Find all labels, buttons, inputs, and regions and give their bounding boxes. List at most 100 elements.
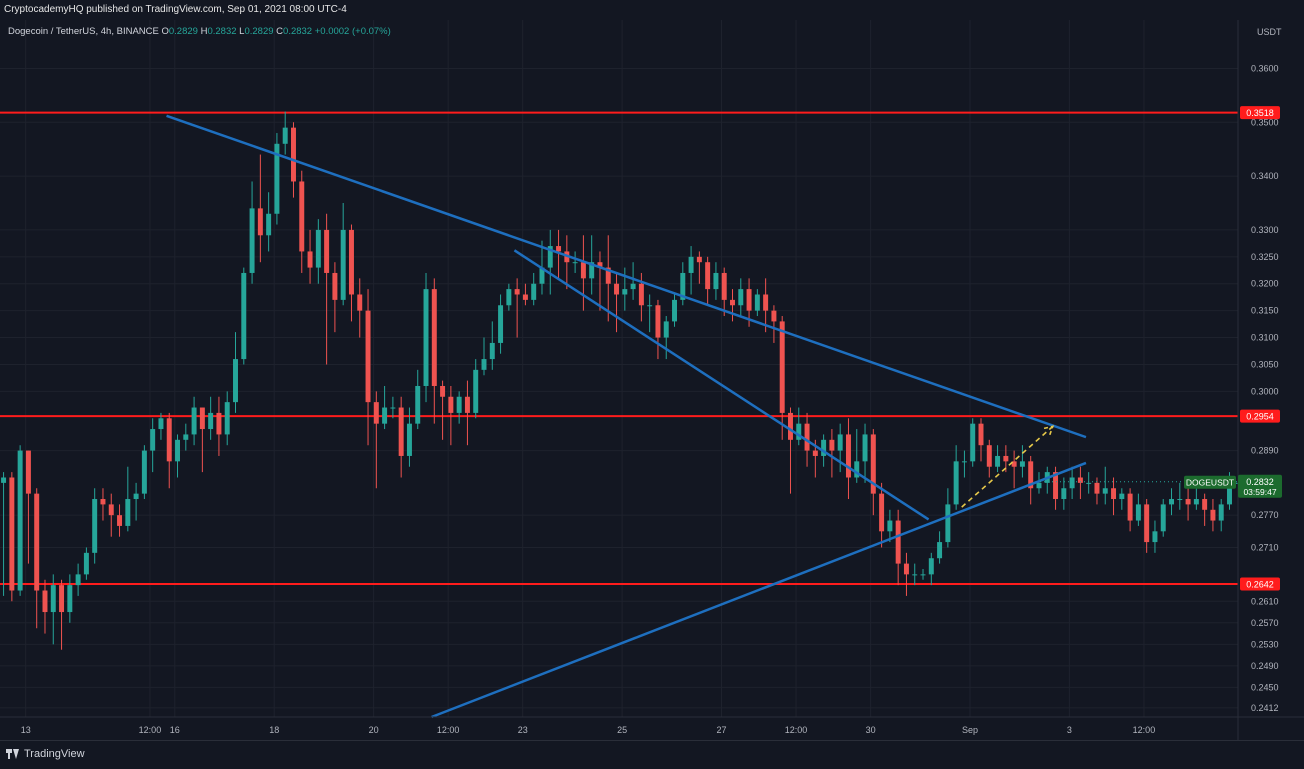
candle <box>1077 466 1083 500</box>
candle <box>390 396 396 419</box>
chart-area[interactable]: 0.3600 0.3500 0.3400 0.3300 0.3250 0.3200 0.31… <box>0 20 1304 740</box>
candle <box>34 488 40 629</box>
candle <box>324 213 330 365</box>
x-tick-label: 20 <box>369 725 379 735</box>
candle <box>1 472 7 596</box>
candle <box>1218 499 1224 532</box>
candle <box>771 305 777 343</box>
publish-info: CryptocademyHQ published on TradingView.… <box>4 4 347 15</box>
candle <box>961 450 967 478</box>
candle <box>75 563 81 596</box>
candle <box>953 445 959 510</box>
candle <box>912 563 918 586</box>
candle <box>249 181 255 284</box>
candle <box>1003 445 1009 473</box>
x-tick-label: 12:00 <box>437 725 460 735</box>
tradingview-logo[interactable]: TradingView <box>6 748 85 760</box>
candle <box>779 316 785 440</box>
candle <box>266 192 272 252</box>
candle <box>580 235 586 311</box>
candle <box>150 418 156 473</box>
candle <box>481 337 487 376</box>
level-price-tag <box>1240 409 1280 423</box>
candle <box>705 256 711 306</box>
candle <box>133 482 139 521</box>
candle <box>1102 466 1108 505</box>
candle <box>1019 445 1025 478</box>
candle <box>307 229 313 284</box>
candle <box>108 493 114 537</box>
candle <box>920 568 926 580</box>
y-tick-label: 0.3200 <box>1251 279 1279 289</box>
candle <box>332 262 338 333</box>
y-tick-label: 0.3500 <box>1251 117 1279 127</box>
candle <box>531 272 537 306</box>
candle <box>1152 520 1158 553</box>
last-price-tag <box>1238 474 1282 498</box>
y-tick-label: 0.2570 <box>1251 618 1279 628</box>
x-tick-label: 16 <box>170 725 180 735</box>
y-tick-label: 0.3100 <box>1251 333 1279 343</box>
candle <box>986 439 992 478</box>
candle <box>1160 499 1166 537</box>
candle <box>879 482 885 548</box>
y-tick-label: 0.2770 <box>1251 510 1279 520</box>
y-tick-label: 0.2610 <box>1251 596 1279 606</box>
x-tick-label: 25 <box>617 725 627 735</box>
candle <box>92 488 98 564</box>
trendline-inner-descending[interactable] <box>513 249 930 521</box>
candle <box>224 391 230 446</box>
trendline-ascending-support[interactable] <box>431 461 1087 719</box>
candle <box>672 294 678 327</box>
candle <box>233 332 238 413</box>
price-chart[interactable]: 0.3600 0.3500 0.3400 0.3300 0.3250 0.3200 0.31… <box>0 20 1304 740</box>
candle <box>903 552 909 596</box>
y-tick-label: 0.2710 <box>1251 542 1279 552</box>
symbol-tag <box>1184 475 1236 489</box>
legend-l-label: L <box>239 26 245 37</box>
candle <box>547 229 553 295</box>
candle <box>1069 466 1075 500</box>
tradingview-brand: TradingView <box>24 748 85 760</box>
trendline-upper-descending[interactable] <box>166 114 1087 439</box>
candle <box>1135 493 1141 526</box>
candle <box>299 170 305 273</box>
symbol-tag-label: DOGEUSDT <box>1186 477 1234 487</box>
candle <box>415 369 421 430</box>
x-tick-label: 23 <box>518 725 528 735</box>
candle <box>837 423 843 473</box>
candle <box>464 380 470 446</box>
candle <box>995 445 1001 473</box>
candle <box>506 283 512 311</box>
x-tick-label: Sep <box>962 725 978 735</box>
y-tick-label: 0.2490 <box>1251 661 1279 671</box>
level-price-label: 0.2642 <box>1246 580 1274 590</box>
candle <box>456 391 462 424</box>
level-price-tag <box>1240 106 1280 120</box>
y-tick-label: 0.3600 <box>1251 63 1279 73</box>
candle <box>257 154 263 263</box>
projection-arrow-line[interactable] <box>961 425 1054 508</box>
candle <box>42 579 48 634</box>
candle <box>1127 488 1133 532</box>
candle <box>597 251 603 311</box>
candle <box>655 299 661 360</box>
candle <box>199 407 205 473</box>
candle <box>713 262 719 300</box>
candle <box>382 385 388 430</box>
candle <box>498 294 504 354</box>
candle <box>1210 499 1216 532</box>
candle <box>17 445 23 596</box>
candle <box>241 267 247 365</box>
level-price-tag <box>1240 577 1280 591</box>
candle <box>630 262 636 300</box>
candle <box>845 418 851 500</box>
candle <box>522 283 528 306</box>
candle <box>738 278 744 317</box>
candle <box>59 579 65 650</box>
y-tick-label: 0.2890 <box>1251 446 1279 456</box>
candle <box>895 509 901 586</box>
candle <box>605 235 611 322</box>
legend-low: 0.2829 <box>244 26 274 37</box>
candle <box>1144 499 1150 553</box>
